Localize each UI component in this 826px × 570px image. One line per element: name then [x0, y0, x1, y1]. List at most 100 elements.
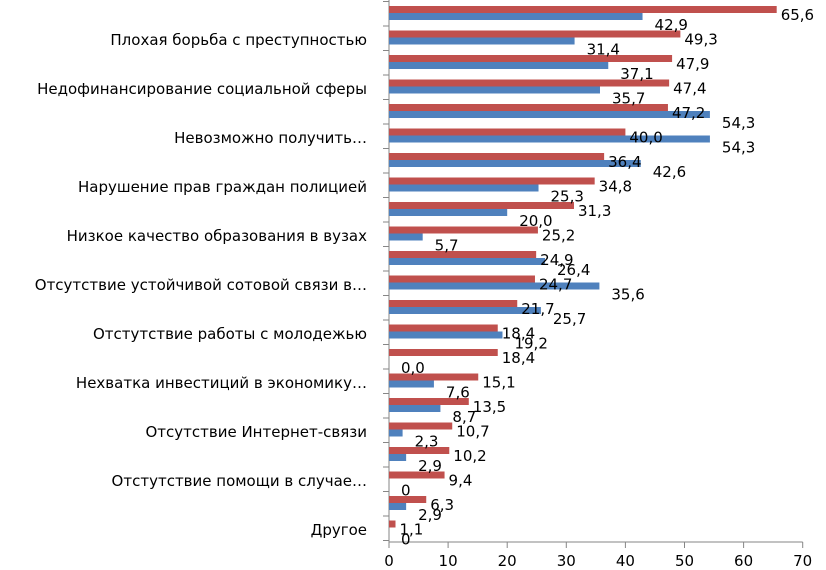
category-label: Недофинансирование социальной сферы	[37, 80, 367, 98]
data-label-red: 15,1	[482, 374, 515, 392]
bar-red	[389, 520, 396, 528]
bar-red	[389, 6, 777, 13]
bar-red	[389, 202, 574, 209]
bar-red	[389, 324, 498, 332]
bar-blue	[389, 282, 600, 290]
data-label-red: 25,2	[542, 227, 575, 245]
data-label-red: 13,5	[473, 398, 506, 416]
data-label-red: 1,1	[400, 521, 424, 539]
data-label-blue: 20,0	[519, 212, 552, 230]
bar-red	[389, 398, 469, 405]
bars-layer	[389, 6, 777, 528]
data-label-red: 49,3	[684, 31, 717, 49]
category-label: Отсутствие устойчивой сотовой связи в…	[35, 276, 367, 294]
bar-red	[389, 471, 445, 479]
bar-red	[389, 153, 605, 160]
data-label-blue: 0	[401, 531, 411, 549]
data-label-red: 47,2	[672, 104, 705, 122]
data-label-blue: 2,9	[418, 506, 442, 524]
data-label-red: 24,9	[540, 251, 573, 269]
bar-red	[389, 349, 498, 356]
bar-blue	[389, 307, 541, 314]
axis-layer: 0 10 20 30 40 50 60 70	[383, 0, 812, 570]
category-label: Отсутствие Интернет-связи	[145, 423, 367, 441]
category-label: Низкое качество образования в вузах	[67, 227, 368, 245]
bar-red	[389, 177, 595, 185]
data-label-blue: 35,7	[612, 90, 645, 108]
bar-red	[389, 300, 518, 307]
bar-blue	[389, 380, 434, 388]
bar-blue	[389, 37, 575, 45]
data-label-blue: 25,3	[551, 188, 584, 206]
category-label: Нехватка инвестиций в экономику…	[76, 374, 367, 392]
data-label-red: 18,4	[502, 349, 535, 367]
bar-blue	[389, 405, 441, 412]
labels-layer: 65,6 49,3 47,9 47,4 47,2 40,0 36,4 34,8 31,325,2…	[35, 6, 814, 549]
data-label-red: 18,4	[502, 325, 535, 343]
data-label-red: 65,6	[781, 6, 814, 24]
data-label-blue: 5,7	[435, 237, 459, 255]
x-tick-label: 60	[734, 552, 753, 570]
x-tick-label: 10	[439, 552, 458, 570]
category-label: Отстутствие работы с молодежью	[93, 325, 367, 343]
bar-red	[389, 496, 427, 503]
bar-blue	[389, 331, 503, 339]
data-label-red: 21,7	[521, 300, 554, 318]
data-label-red: 10,7	[456, 423, 489, 441]
category-label: Невозможно получить…	[174, 129, 367, 147]
data-label-blue: 2,9	[418, 457, 442, 475]
bar-blue	[389, 233, 423, 241]
data-label-red: 36,4	[608, 153, 641, 171]
data-label-blue: 0	[401, 482, 411, 500]
bar-red	[389, 447, 450, 454]
bar-red	[389, 422, 453, 430]
data-label-red: 9,4	[449, 472, 473, 490]
data-label-blue: 54,3	[722, 114, 755, 132]
category-label: Плохая борьба с преступностью	[110, 31, 367, 49]
data-label-blue: 7,6	[446, 384, 470, 402]
x-tick-label: 20	[498, 552, 517, 570]
bar-blue	[389, 454, 407, 461]
bar-red	[389, 55, 673, 62]
bar-blue	[389, 160, 641, 167]
bar-red	[389, 79, 670, 87]
data-label-red: 47,9	[676, 55, 709, 73]
x-tick-label: 70	[793, 552, 812, 570]
bar-blue	[389, 135, 710, 143]
data-label-blue: 19,2	[514, 335, 547, 353]
data-label-red: 6,3	[430, 496, 454, 514]
bar-red	[389, 30, 681, 38]
x-tick-label: 50	[675, 552, 694, 570]
bar-blue	[389, 258, 546, 265]
data-label-red: 10,2	[453, 447, 486, 465]
data-label-blue: 31,4	[587, 41, 620, 59]
data-label-blue: 54,3	[722, 139, 755, 157]
bar-blue	[389, 86, 600, 94]
bar-red	[389, 226, 538, 234]
data-label-blue: 37,1	[620, 65, 653, 83]
data-label-red: 31,3	[578, 202, 611, 220]
bar-blue	[389, 184, 539, 192]
category-label: Нарушение прав граждан полицией	[78, 178, 367, 196]
data-label-blue: 0,0	[401, 359, 425, 377]
data-label-blue: 8,7	[452, 408, 476, 426]
bar-blue	[389, 111, 710, 118]
data-label-red: 34,8	[599, 178, 632, 196]
x-tick-label: 30	[557, 552, 576, 570]
data-label-blue: 35,6	[611, 286, 644, 304]
data-label-blue: 2,3	[415, 433, 439, 451]
data-label-blue: 42,9	[655, 16, 688, 34]
x-tick-label: 0	[384, 552, 394, 570]
bar-blue	[389, 209, 508, 216]
data-label-blue: 25,7	[553, 310, 586, 328]
category-label: Отстутствие помощи в случае…	[112, 472, 367, 490]
category-label: Другое	[311, 521, 367, 539]
data-label-red: 24,7	[539, 276, 572, 294]
data-label-blue: 42,6	[653, 163, 686, 181]
bar-blue	[389, 429, 403, 437]
bar-red	[389, 128, 626, 136]
bar-blue	[389, 13, 643, 20]
bar-blue	[389, 503, 407, 510]
x-tick-label: 40	[616, 552, 635, 570]
